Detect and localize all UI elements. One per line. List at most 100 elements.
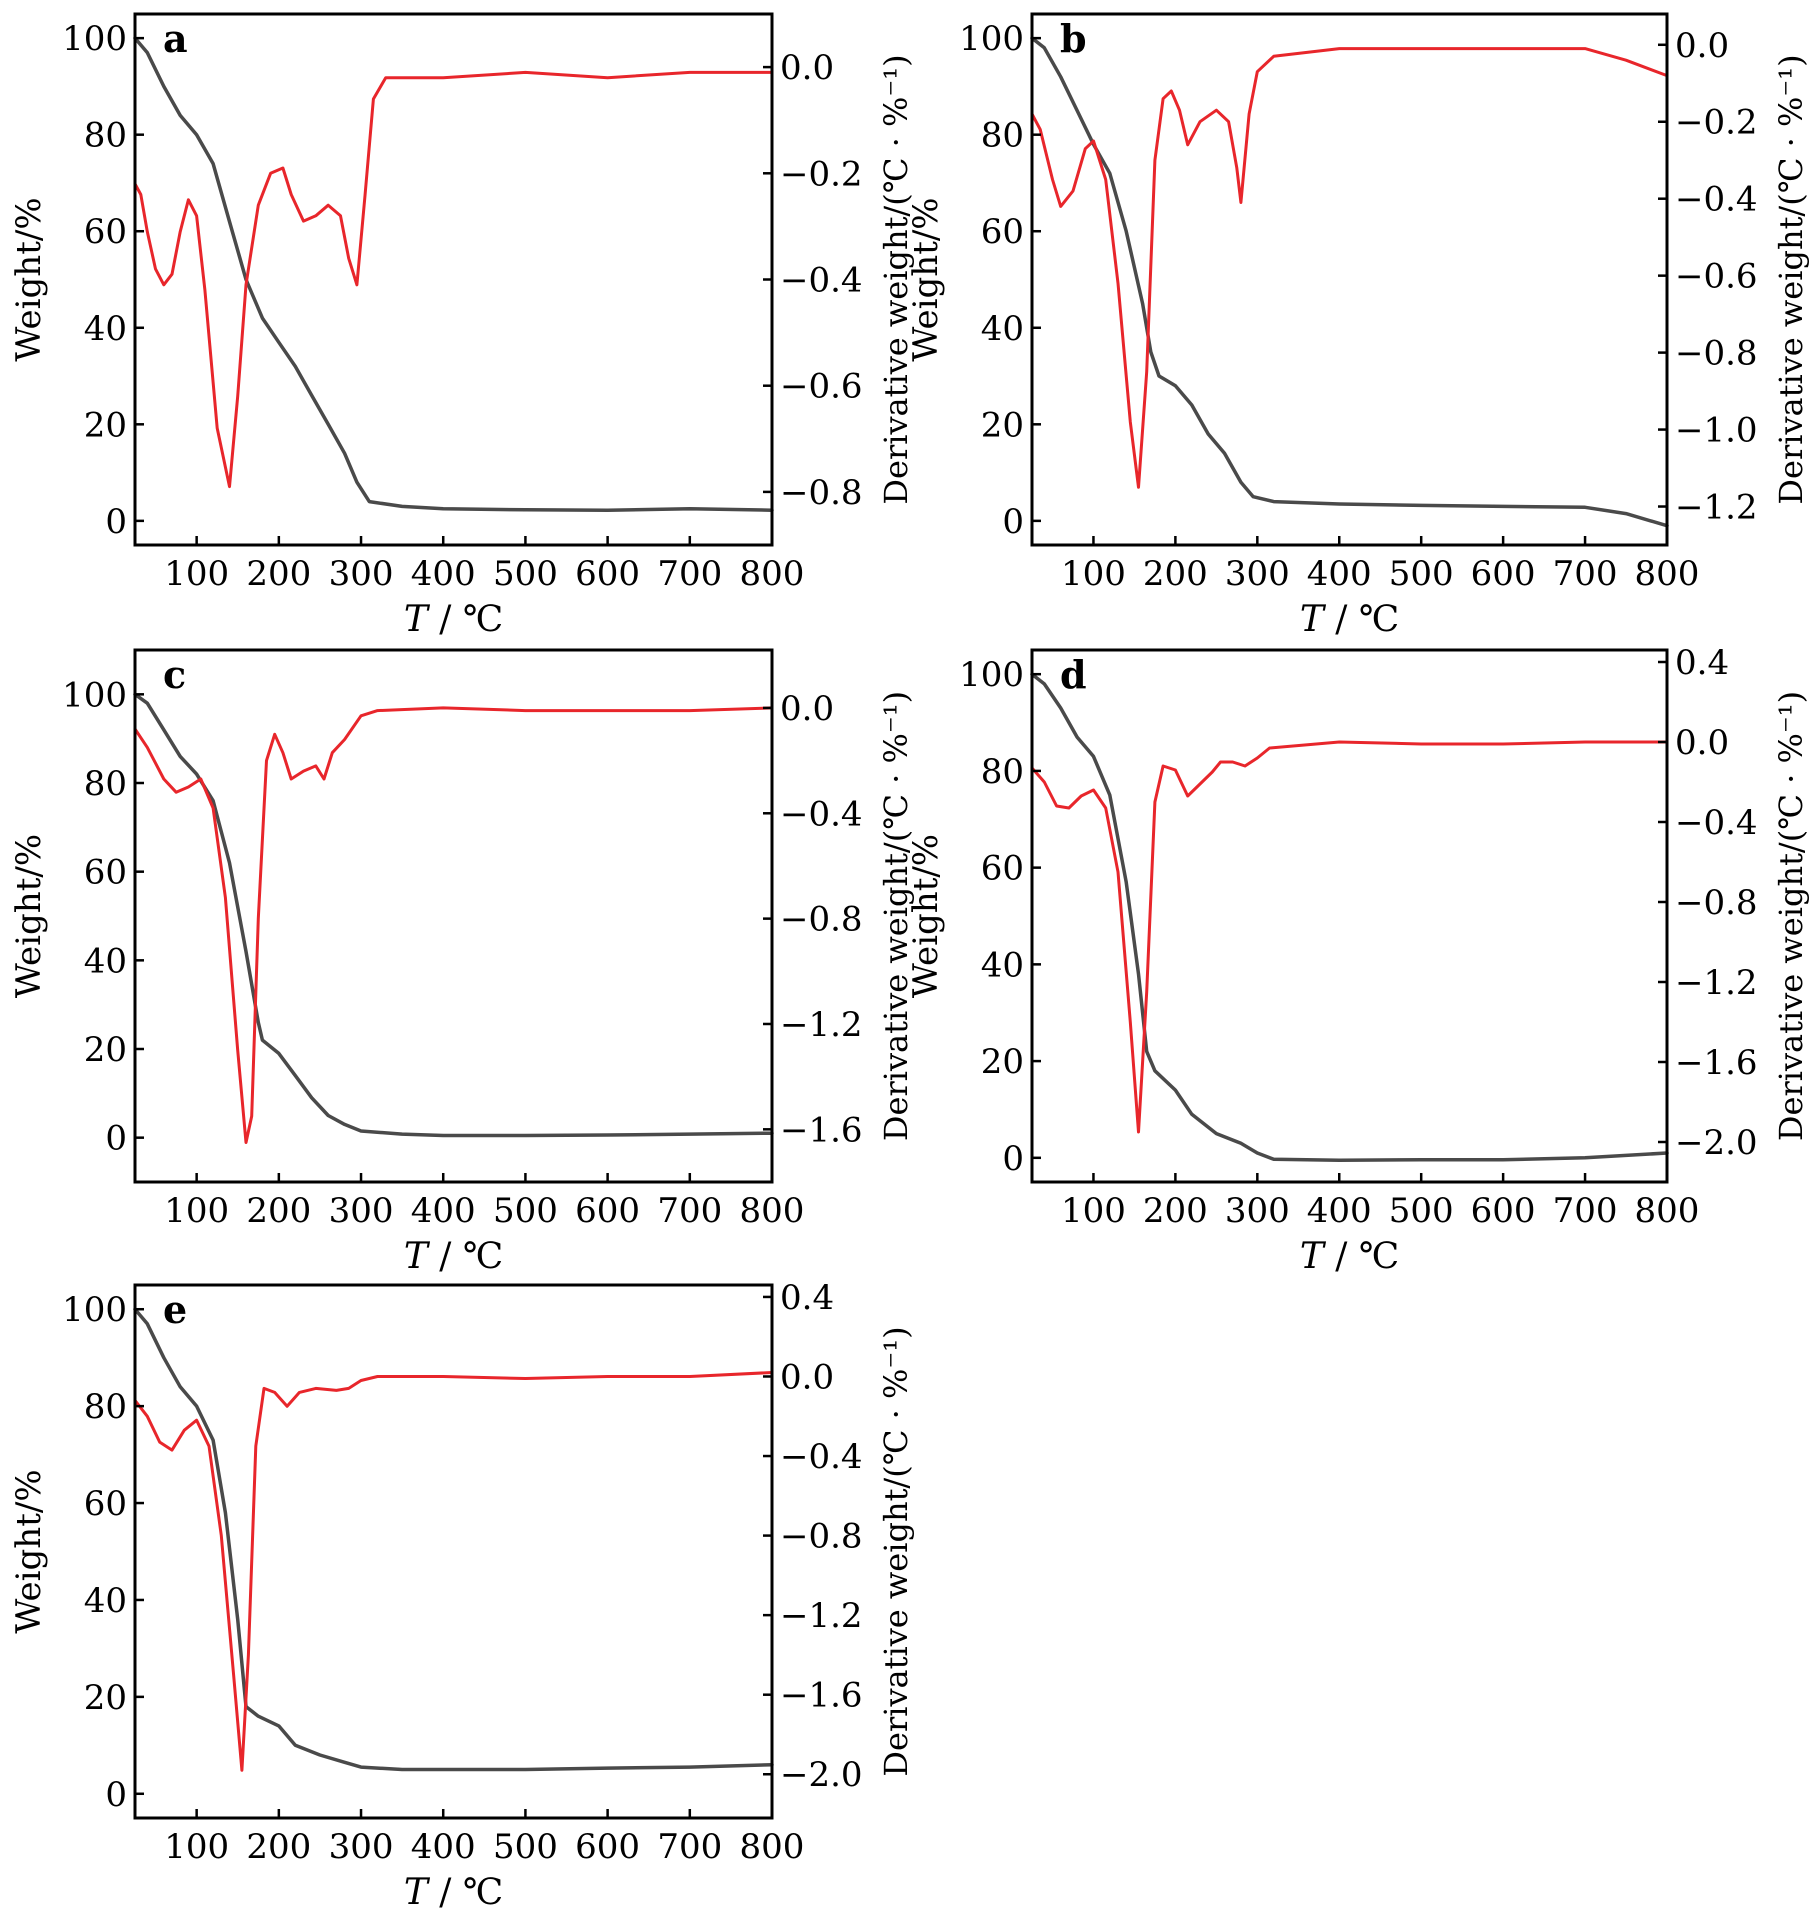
x-axis-label-italic: T xyxy=(404,1872,431,1913)
y-right-tick-label: −2.0 xyxy=(780,1755,863,1795)
y-left-tick-label: 0 xyxy=(105,1119,127,1159)
x-tick-label: 200 xyxy=(246,1827,311,1867)
panels-group: 100 200 300 400 500 600 700 8000204060801000.0−… xyxy=(9,12,1810,1913)
y-left-tick-label: 60 xyxy=(84,853,127,893)
y-right-tick-label: 0.0 xyxy=(780,689,834,729)
x-axis-label: T / ℃ xyxy=(1300,599,1399,640)
y-right-tick-label: −0.4 xyxy=(1675,803,1758,843)
x-axis-label: T / ℃ xyxy=(404,599,503,640)
y-left-tick-label: 100 xyxy=(959,655,1024,695)
y-left-tick-label: 100 xyxy=(959,19,1024,59)
x-axis-label-italic: T xyxy=(1300,599,1327,640)
y-left-tick-label: 0 xyxy=(105,502,127,542)
x-tick-label: 400 xyxy=(411,1191,476,1231)
panel-label: e xyxy=(163,1287,187,1332)
y-left-tick-label: 20 xyxy=(84,1678,127,1718)
y-left-tick-label: 60 xyxy=(84,1484,127,1524)
y-left-axis-label: Weight/% xyxy=(9,834,49,998)
y-right-tick-label: −1.6 xyxy=(1675,1043,1758,1083)
x-tick-label: 800 xyxy=(740,554,805,594)
y-right-tick-label: −1.0 xyxy=(1675,411,1758,451)
y-left-tick-label: 100 xyxy=(62,19,127,59)
y-left-tick-label: 100 xyxy=(62,1290,127,1330)
x-tick-label: 300 xyxy=(329,554,394,594)
weight-series-line xyxy=(1030,672,1669,1162)
x-tick-label: 800 xyxy=(1635,1191,1700,1231)
derivative-series-line xyxy=(133,1371,774,1772)
y-right-tick-label: 0.0 xyxy=(1675,723,1729,763)
y-right-tick-label: 0.4 xyxy=(1675,643,1729,683)
plot-frame xyxy=(1030,648,1669,1184)
x-tick-label: 500 xyxy=(493,554,558,594)
x-axis-label-italic: T xyxy=(1300,1236,1327,1277)
x-axis-label-unit: / ℃ xyxy=(428,1236,503,1277)
y-left-tick-label: 100 xyxy=(62,675,127,715)
y-right-tick-label: −0.6 xyxy=(1675,257,1758,297)
y-right-axis-label: Derivative weight/(℃ · %⁻¹) xyxy=(877,54,915,504)
y-left-axis-label: Weight/% xyxy=(906,197,946,361)
y-right-tick-label: −0.4 xyxy=(1675,180,1758,220)
y-left-axis-label: Weight/% xyxy=(9,197,49,361)
x-tick-label: 200 xyxy=(246,554,311,594)
y-right-tick-label: −0.8 xyxy=(1675,883,1758,923)
y-left-tick-label: 40 xyxy=(84,1581,127,1621)
x-tick-label: 200 xyxy=(1143,554,1208,594)
y-right-tick-label: −0.6 xyxy=(780,367,863,407)
y-left-tick-label: 80 xyxy=(84,764,127,804)
y-left-tick-label: 60 xyxy=(981,212,1024,252)
derivative-series-line xyxy=(133,706,774,1144)
panel-label: a xyxy=(163,16,188,61)
x-tick-label: 300 xyxy=(1225,1191,1290,1231)
y-right-tick-label: −0.8 xyxy=(780,473,863,513)
x-tick-label: 400 xyxy=(411,1827,476,1867)
y-left-tick-label: 0 xyxy=(1002,1139,1024,1179)
x-tick-label: 400 xyxy=(1307,554,1372,594)
panel-label: b xyxy=(1060,16,1087,61)
x-tick-label: 700 xyxy=(657,554,722,594)
plot-frame xyxy=(1030,12,1669,547)
plot-frame xyxy=(133,1283,774,1820)
x-tick-label: 400 xyxy=(1307,1191,1372,1231)
panel-c: 100 200 300 400 500 600 700 800 0 20 40 60 80 100 0.0 −… xyxy=(9,648,915,1277)
y-left-tick-label: 40 xyxy=(981,309,1024,349)
x-tick-label: 800 xyxy=(740,1827,805,1867)
panel-a: 100 200 300 400 500 600 700 800 0 20 40 60 80 100 0.0 −… xyxy=(9,12,915,640)
x-tick-label: 100 xyxy=(164,554,229,594)
x-tick-label: 700 xyxy=(1553,554,1618,594)
y-right-tick-label: −0.2 xyxy=(1675,103,1758,143)
x-axis-label-unit: / ℃ xyxy=(428,599,503,640)
y-left-tick-label: 0 xyxy=(105,1775,127,1815)
y-left-tick-label: 0 xyxy=(1002,502,1024,542)
panel-e: 100 200 300 400 500 600 700 800 0 20 40 60 80 100 0.4 0… xyxy=(9,1278,915,1913)
y-right-tick-label: −0.8 xyxy=(780,900,863,940)
y-left-tick-label: 20 xyxy=(84,405,127,445)
plot-frame xyxy=(133,648,774,1184)
y-right-tick-label: −1.2 xyxy=(1675,963,1758,1003)
weight-series-line xyxy=(133,36,774,512)
panel-label: c xyxy=(163,652,186,697)
y-right-tick-label: −0.8 xyxy=(1675,334,1758,374)
y-left-tick-label: 40 xyxy=(981,945,1024,985)
x-tick-label: 500 xyxy=(493,1827,558,1867)
y-right-axis-label: Derivative weight/(℃ · %⁻¹) xyxy=(1772,691,1810,1141)
weight-series-line xyxy=(133,692,774,1138)
x-axis-label-italic: T xyxy=(404,1236,431,1277)
panel-label: d xyxy=(1060,652,1087,697)
x-tick-label: 800 xyxy=(1635,554,1700,594)
x-tick-label: 700 xyxy=(1553,1191,1618,1231)
x-axis-label: T / ℃ xyxy=(404,1236,503,1277)
x-tick-label: 300 xyxy=(329,1191,394,1231)
y-right-tick-label: −1.2 xyxy=(780,1596,863,1636)
y-left-axis-label: Weight/% xyxy=(9,1469,49,1633)
y-left-tick-label: 20 xyxy=(84,1030,127,1070)
y-left-axis-label: Weight/% xyxy=(906,834,946,998)
y-right-tick-label: −1.2 xyxy=(1675,488,1758,528)
y-left-tick-label: 80 xyxy=(981,116,1024,156)
x-tick-label: 100 xyxy=(1061,554,1126,594)
y-left-tick-label: 20 xyxy=(981,1042,1024,1082)
x-axis-label-italic: T xyxy=(404,599,431,640)
x-axis-label: T / ℃ xyxy=(404,1872,503,1913)
y-left-tick-label: 60 xyxy=(84,212,127,252)
weight-series-line xyxy=(1030,36,1669,528)
x-tick-label: 200 xyxy=(246,1191,311,1231)
